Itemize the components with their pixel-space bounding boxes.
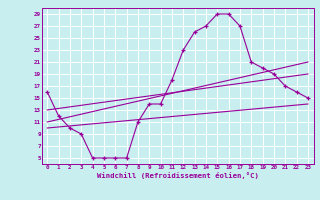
X-axis label: Windchill (Refroidissement éolien,°C): Windchill (Refroidissement éolien,°C) [97,172,259,179]
